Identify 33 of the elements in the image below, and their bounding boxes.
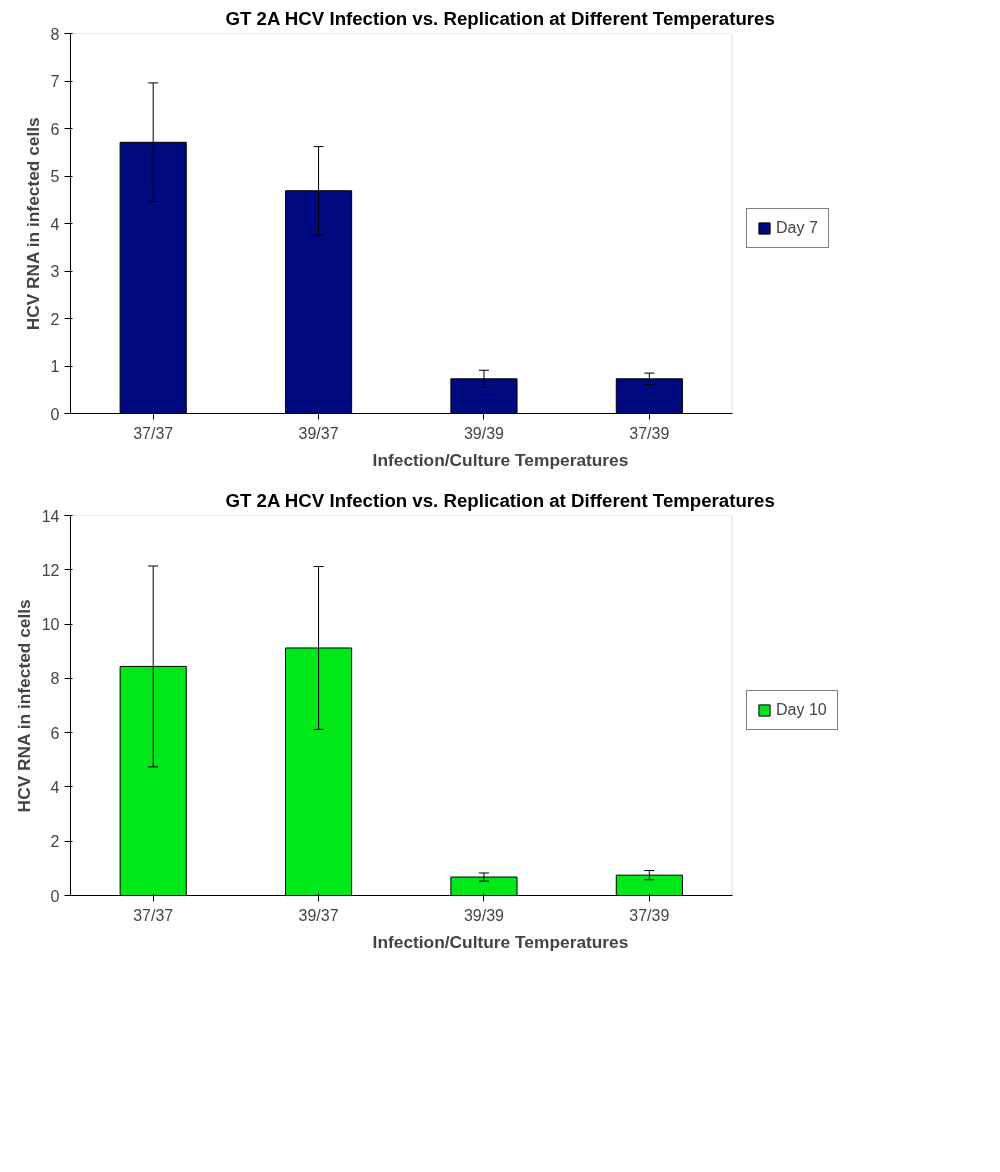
y-tick-label: 4 [50,778,60,796]
y-tick-label: 2 [50,833,60,851]
chart-title: GT 2A HCV Infection vs. Replication at Different Temperatures [225,7,775,29]
y-tick-label: 0 [50,887,60,905]
y-tick-label: 4 [50,215,60,233]
y-tick-label: 8 [50,670,60,688]
y-tick-label: 3 [50,263,60,280]
y-tick-label: 14 [41,507,60,525]
y-tick-label: 6 [50,120,60,138]
x-axis-title: Infection/Culture Temperatures [372,931,629,952]
x-tick-label: 39/39 [463,906,505,924]
legend-label: Day 10 [776,701,827,719]
y-tick-label: 1 [50,358,60,375]
y-tick-label: 12 [41,561,60,579]
y-axis-title: HCV RNA in infected cells [22,117,43,331]
x-tick-label: 39/37 [298,906,339,924]
y-tick-label: 7 [50,73,60,90]
chart-title: GT 2A HCV Infection vs. Replication at Different Temperatures [225,489,775,511]
x-axis-title: Infection/Culture Temperatures [372,449,629,470]
y-tick-label: 10 [41,616,60,634]
y-tick-label: 6 [50,724,60,742]
x-tick-label: 37/39 [629,424,670,442]
x-tick-label: 37/39 [629,906,670,924]
x-tick-label: 39/37 [298,424,339,442]
y-tick-label: 8 [50,25,60,43]
y-axis-title: HCV RNA in infected cells [13,599,34,813]
x-tick-label: 37/37 [133,906,174,924]
y-tick-label: 2 [50,310,60,328]
y-tick-label: 5 [50,168,60,185]
x-tick-label: 37/37 [133,424,174,442]
y-tick-label: 0 [50,405,60,423]
legend-label: Day 7 [776,219,818,237]
x-tick-label: 39/39 [463,424,505,442]
